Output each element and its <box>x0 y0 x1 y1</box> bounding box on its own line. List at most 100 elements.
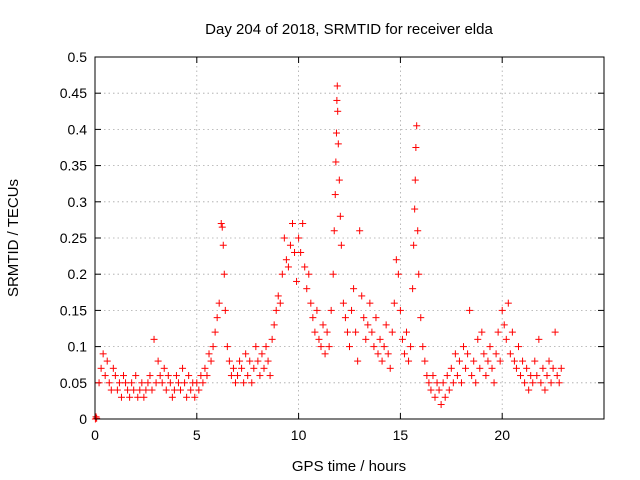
data-point <box>445 386 453 394</box>
data-point <box>307 299 315 307</box>
data-point <box>429 372 437 380</box>
data-point <box>330 227 338 235</box>
data-point <box>529 379 537 387</box>
data-point <box>113 386 121 394</box>
data-point <box>124 386 132 394</box>
data-point <box>234 372 242 380</box>
data-point <box>183 393 191 401</box>
data-point <box>400 350 408 358</box>
data-point <box>107 386 115 394</box>
data-point <box>274 292 282 300</box>
data-point <box>537 379 545 387</box>
data-point <box>256 372 264 380</box>
data-point <box>172 372 180 380</box>
data-point <box>423 372 431 380</box>
data-point <box>144 379 152 387</box>
x-tick-label: 0 <box>91 427 99 443</box>
data-point <box>160 364 168 372</box>
data-point <box>431 393 439 401</box>
data-point <box>478 328 486 336</box>
data-point <box>185 372 193 380</box>
data-point <box>331 191 339 199</box>
data-point <box>392 256 400 264</box>
data-point <box>111 372 119 380</box>
data-point <box>449 379 457 387</box>
data-point <box>246 357 254 365</box>
data-point <box>543 372 551 380</box>
data-point <box>533 372 541 380</box>
data-point <box>223 343 231 351</box>
data-point <box>460 343 468 351</box>
data-point <box>337 241 345 249</box>
data-point <box>266 372 274 380</box>
data-point <box>150 335 158 343</box>
data-point <box>313 306 321 314</box>
data-point <box>299 220 307 228</box>
data-point <box>464 350 472 358</box>
data-point <box>372 314 380 322</box>
data-point <box>368 328 376 336</box>
data-point <box>187 386 195 394</box>
data-point <box>101 372 109 380</box>
data-point <box>238 364 246 372</box>
data-point <box>132 372 140 380</box>
y-tick-label: 0.3 <box>68 194 88 210</box>
data-point <box>166 379 174 387</box>
data-point <box>272 306 280 314</box>
data-point <box>380 343 388 351</box>
data-point <box>201 364 209 372</box>
data-point <box>411 205 419 213</box>
data-point <box>115 379 123 387</box>
data-point <box>386 364 394 372</box>
data-point <box>242 350 250 358</box>
plot-frame <box>94 56 605 420</box>
y-tick-label: 0 <box>79 411 87 427</box>
data-point <box>494 328 502 336</box>
data-point <box>117 393 125 401</box>
data-point <box>278 270 286 278</box>
data-point <box>409 285 417 293</box>
data-point <box>323 328 331 336</box>
data-point <box>126 393 134 401</box>
data-point <box>258 350 266 358</box>
data-point <box>378 357 386 365</box>
data-point <box>539 364 547 372</box>
data-point <box>412 144 420 151</box>
data-point <box>213 314 221 322</box>
data-point <box>142 386 150 394</box>
data-point <box>199 379 207 387</box>
data-point <box>557 364 565 372</box>
data-point <box>336 212 344 220</box>
data-point <box>319 321 327 329</box>
data-point <box>95 379 103 387</box>
data-point <box>451 350 459 358</box>
data-point <box>407 343 415 351</box>
data-point <box>236 357 244 365</box>
data-point <box>519 357 527 365</box>
data-point <box>134 393 142 401</box>
data-point <box>225 357 233 365</box>
data-point <box>403 328 411 336</box>
data-point <box>136 386 144 394</box>
data-point <box>122 379 130 387</box>
data-point <box>293 277 301 285</box>
data-point <box>346 343 353 351</box>
data-point <box>492 350 500 358</box>
data-point <box>531 357 539 365</box>
data-point <box>327 306 335 314</box>
data-point <box>443 372 451 380</box>
y-tick-label: 0.15 <box>60 302 87 318</box>
data-point <box>525 386 533 394</box>
data-point <box>500 321 508 329</box>
data-point <box>486 343 494 351</box>
x-tick-label: 10 <box>291 427 307 443</box>
data-point <box>332 158 340 166</box>
data-point <box>410 241 418 249</box>
data-point <box>474 335 482 343</box>
data-points <box>91 82 565 423</box>
data-point <box>333 82 341 90</box>
data-point <box>508 328 516 336</box>
data-point <box>439 379 447 387</box>
data-point <box>211 328 219 336</box>
data-point <box>343 328 351 336</box>
